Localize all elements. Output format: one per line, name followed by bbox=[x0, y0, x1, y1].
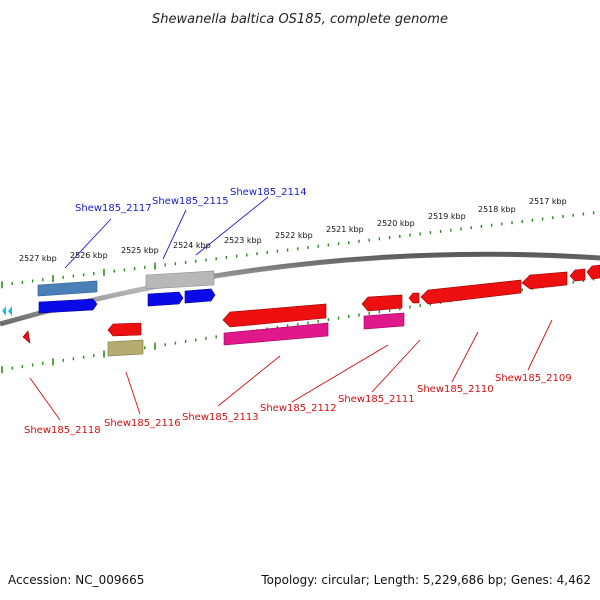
gene-2110-reverse-arrow bbox=[420, 279, 522, 305]
feature-2115-gray bbox=[145, 270, 215, 290]
gene-2115-forward-arrow bbox=[147, 291, 184, 307]
kbp-2519: 2519 kbp bbox=[428, 212, 466, 221]
kbp-2526: 2526 kbp bbox=[70, 251, 108, 260]
gene-2112-small-reverse-arrow bbox=[408, 292, 420, 304]
kbp-2527: 2527 kbp bbox=[19, 254, 57, 263]
kbp-2522: 2522 kbp bbox=[275, 231, 313, 240]
gene-2116-reverse-arrow bbox=[107, 322, 142, 337]
label-shew185-2116: Shew185_2116 bbox=[104, 418, 181, 429]
kbp-2523: 2523 kbp bbox=[224, 236, 262, 245]
label-shew185-2114: Shew185_2114 bbox=[230, 187, 307, 198]
kbp-2520: 2520 kbp bbox=[377, 219, 415, 228]
gene-features bbox=[2, 264, 600, 357]
outer-tick-ring bbox=[1, 211, 595, 289]
map-title: Shewanella baltica OS185, complete genom… bbox=[152, 12, 448, 27]
feature-2116-olive bbox=[107, 339, 144, 357]
label-shew185-2117: Shew185_2117 bbox=[75, 203, 152, 214]
cyan-edge-arrows bbox=[2, 306, 12, 316]
feature-2113-magenta bbox=[223, 322, 329, 346]
label-shew185-2115: Shew185_2115 bbox=[152, 196, 229, 207]
label-shew185-2110: Shew185_2110 bbox=[417, 384, 494, 395]
gene-2118-reverse-arrow bbox=[22, 330, 31, 344]
genome-summary-text: Topology: circular; Length: 5,229,686 bp… bbox=[261, 573, 591, 587]
label-shew185-2113: Shew185_2113 bbox=[182, 412, 259, 423]
kbp-2518: 2518 kbp bbox=[478, 205, 516, 214]
feature-2111-magenta bbox=[363, 312, 405, 330]
kbp-2525: 2525 kbp bbox=[121, 246, 159, 255]
feature-2117-steelblue bbox=[37, 280, 98, 297]
kbp-scale-labels: 2527 kbp 2526 kbp 2525 kbp 2524 kbp 2523… bbox=[19, 197, 567, 263]
forward-gene-labels: Shew185_2117 Shew185_2115 Shew185_2114 bbox=[75, 187, 307, 214]
gene-2109-reverse-arrow bbox=[521, 271, 568, 290]
label-shew185-2111: Shew185_2111 bbox=[338, 394, 415, 405]
label-leader-lines bbox=[29, 196, 553, 421]
gene-2111-reverse-arrow bbox=[361, 294, 403, 312]
kbp-2524: 2524 kbp bbox=[173, 241, 211, 250]
gene-2108-reverse-arrow bbox=[569, 268, 586, 282]
gene-2117-forward-arrow bbox=[38, 298, 98, 314]
accession-text: Accession: NC_009665 bbox=[8, 573, 145, 587]
reverse-gene-labels: Shew185_2118 Shew185_2116 Shew185_2113 S… bbox=[24, 373, 572, 436]
kbp-2521: 2521 kbp bbox=[326, 225, 364, 234]
label-shew185-2118: Shew185_2118 bbox=[24, 425, 101, 436]
label-shew185-2112: Shew185_2112 bbox=[260, 403, 337, 414]
gene-2107-reverse-arrow bbox=[586, 264, 600, 280]
kbp-2517: 2517 kbp bbox=[529, 197, 567, 206]
gene-2114-forward-arrow bbox=[184, 288, 216, 304]
gene-2113-reverse-arrow bbox=[222, 303, 327, 328]
label-shew185-2109: Shew185_2109 bbox=[495, 373, 572, 384]
